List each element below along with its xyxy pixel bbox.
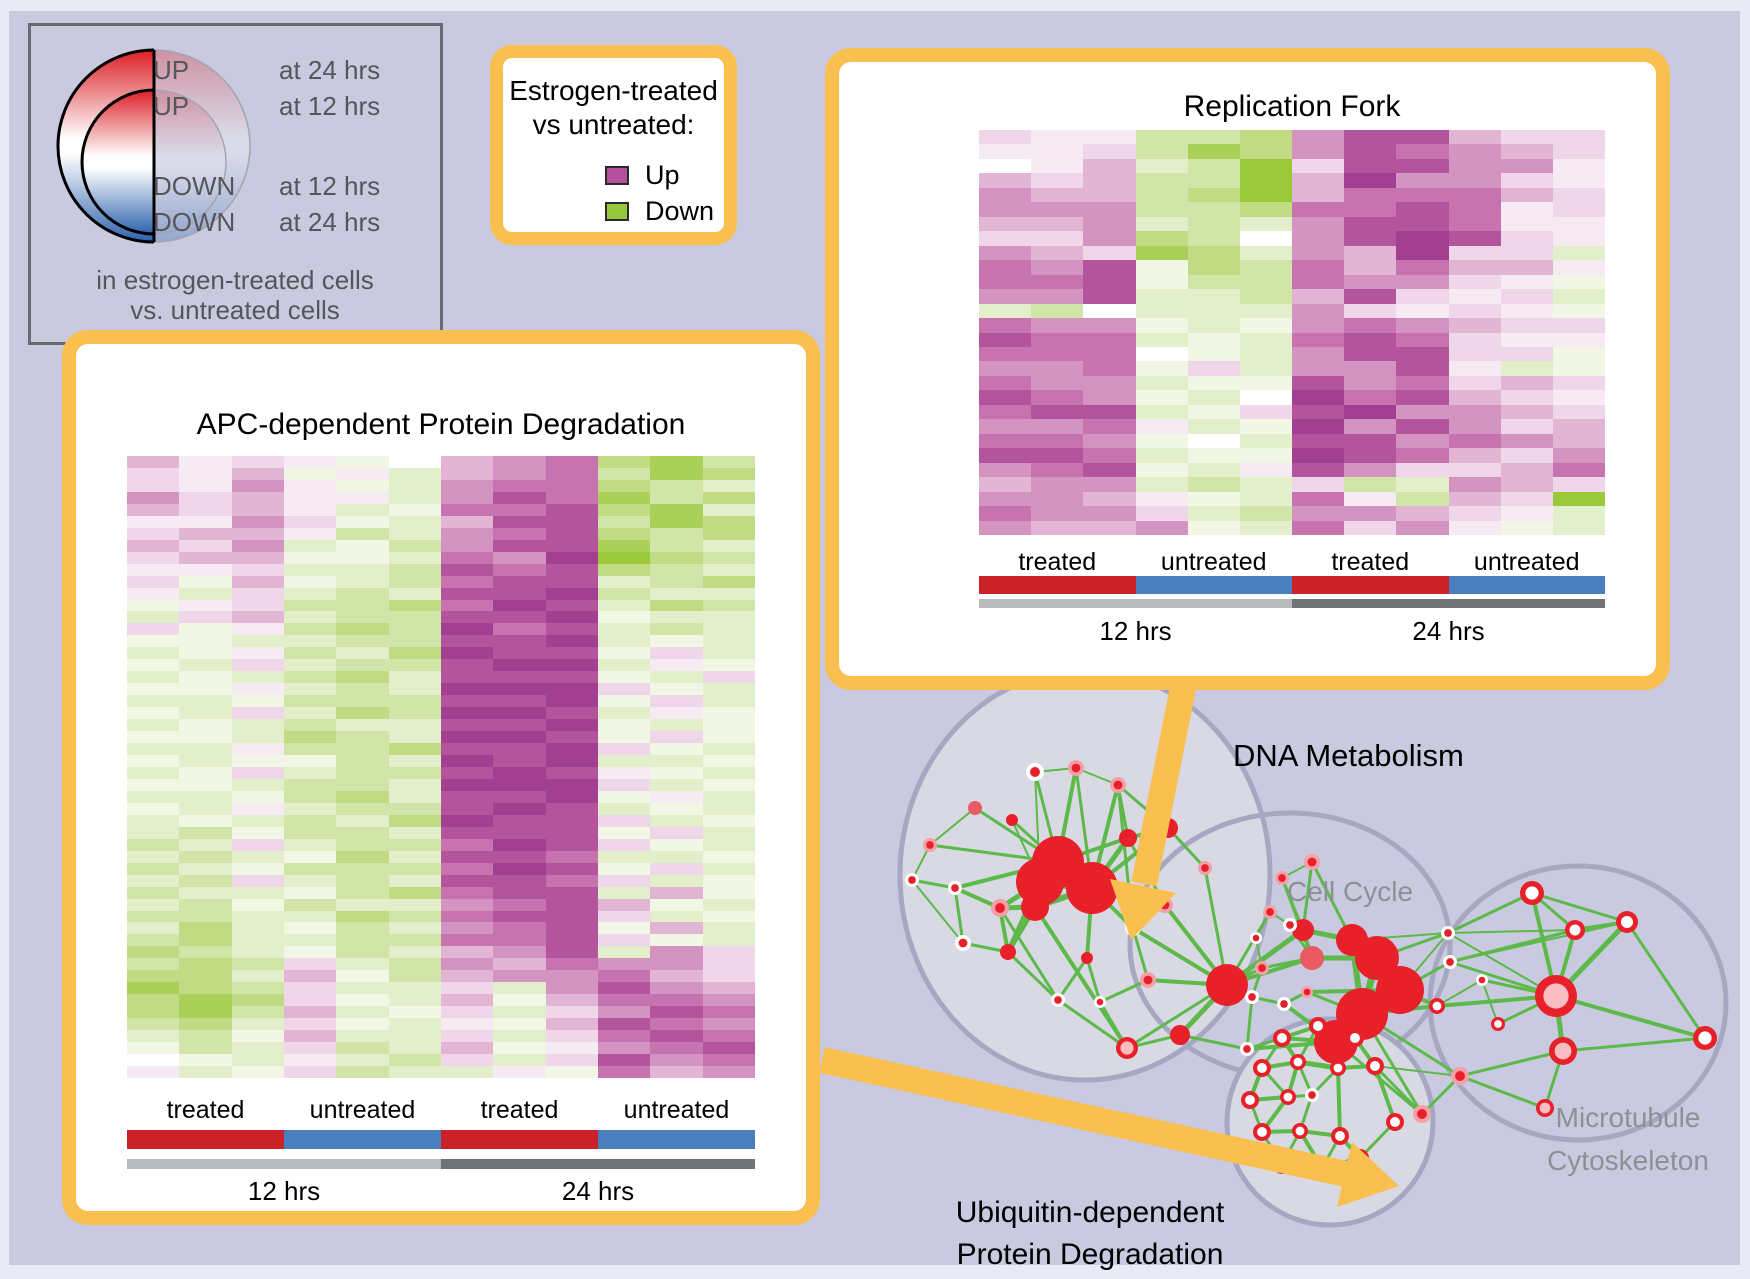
apc-degradation-panel: APC-dependent Protein Degradation treate… bbox=[62, 330, 820, 1225]
condition-label: treated bbox=[166, 1096, 245, 1124]
cell-cycle-label: Cell Cycle bbox=[1287, 876, 1414, 907]
legend-down-24-dir: DOWN bbox=[153, 207, 236, 237]
color-key-title-line2: vs untreated: bbox=[532, 109, 695, 140]
rf-time-labels: 12 hrs 24 hrs bbox=[979, 616, 1605, 647]
ubiquitin-label-line2: Protein Degradation bbox=[956, 1238, 1224, 1271]
apc-degradation-heatmap bbox=[127, 456, 755, 1078]
time-label: 24 hrs bbox=[561, 1176, 635, 1206]
ubiquitin-degradation-label: Ubiquitin-dependent Protein Degradation bbox=[930, 1192, 1250, 1276]
rf-condition-labels: treated untreated treated untreated bbox=[979, 548, 1605, 577]
condition-bar bbox=[441, 1130, 598, 1149]
time-bar bbox=[127, 1159, 441, 1169]
condition-label: untreated bbox=[623, 1096, 730, 1124]
up-label: Up bbox=[645, 160, 680, 190]
replication-fork-title: Replication Fork bbox=[1183, 90, 1401, 123]
microtubule-label-line1: Microtubule bbox=[1555, 1102, 1701, 1133]
color-key-down-row: Down bbox=[605, 196, 714, 227]
color-key-box: Estrogen-treated vs untreated: Up Down bbox=[490, 45, 737, 245]
condition-label: treated bbox=[480, 1096, 559, 1124]
vivid-left-half bbox=[56, 48, 154, 244]
ubiquitin-label-line1: Ubiquitin-dependent bbox=[955, 1196, 1225, 1229]
legend-up-24-dir: UP bbox=[153, 55, 190, 85]
time-label: 12 hrs bbox=[1099, 616, 1172, 646]
time-bar bbox=[1292, 599, 1605, 608]
legend-up-24-time: at 24 hrs bbox=[279, 55, 381, 85]
replication-fork-heatmap bbox=[979, 130, 1605, 535]
condition-label: treated bbox=[1331, 548, 1410, 576]
color-key-up-row: Up bbox=[605, 160, 680, 191]
time-label: 12 hrs bbox=[247, 1176, 321, 1206]
replication-fork-panel: Replication Fork treated untreated treated… bbox=[825, 48, 1670, 690]
dna-metabolism-label: DNA Metabolism bbox=[1233, 738, 1464, 773]
condition-bar bbox=[1135, 576, 1292, 594]
legend-down-12-dir: DOWN bbox=[153, 171, 236, 201]
microtubule-cytoskeleton-label: Microtubule Cytoskeleton bbox=[1498, 1096, 1750, 1182]
apc-time-bars bbox=[127, 1159, 755, 1169]
legend-footer-line1: in estrogen-treated cells bbox=[96, 265, 374, 295]
condition-label: treated bbox=[1018, 548, 1097, 576]
legend-down-24-time: at 24 hrs bbox=[279, 207, 381, 237]
time-bar bbox=[441, 1159, 755, 1169]
color-key-title-line1: Estrogen-treated bbox=[509, 75, 718, 106]
down-label: Down bbox=[645, 196, 715, 226]
condition-bar bbox=[979, 576, 1136, 594]
apc-condition-bars bbox=[127, 1130, 755, 1149]
microtubule-label-line2: Cytoskeleton bbox=[1547, 1145, 1709, 1176]
rf-condition-bars bbox=[979, 576, 1605, 594]
up-color-swatch bbox=[605, 166, 629, 185]
apc-degradation-title: APC-dependent Protein Degradation bbox=[196, 408, 686, 441]
condition-bar bbox=[284, 1130, 441, 1149]
legend-down-12-time: at 12 hrs bbox=[279, 171, 381, 201]
time-label: 24 hrs bbox=[1412, 616, 1485, 646]
legend-up-12-dir: UP bbox=[153, 91, 190, 121]
condition-bar bbox=[598, 1130, 755, 1149]
updown-gradient-circles-icon bbox=[56, 48, 251, 244]
condition-bar bbox=[127, 1130, 284, 1149]
legend-up-12-time: at 12 hrs bbox=[279, 91, 381, 121]
apc-time-labels: 12 hrs 24 hrs bbox=[127, 1176, 755, 1207]
gradient-legend-box: UP at 24 hrs UP at 12 hrs DOWN at 12 hrs… bbox=[28, 23, 443, 345]
rf-time-bars bbox=[979, 599, 1605, 608]
apc-condition-labels: treated untreated treated untreated bbox=[127, 1096, 755, 1125]
condition-label: untreated bbox=[1473, 548, 1580, 576]
condition-bar bbox=[1292, 576, 1449, 594]
condition-label: untreated bbox=[1160, 548, 1267, 576]
condition-label: untreated bbox=[309, 1096, 416, 1124]
time-bar bbox=[979, 599, 1292, 608]
legend-footer-line2: vs. untreated cells bbox=[130, 295, 340, 325]
condition-bar bbox=[1448, 576, 1605, 594]
down-color-swatch bbox=[605, 202, 629, 221]
